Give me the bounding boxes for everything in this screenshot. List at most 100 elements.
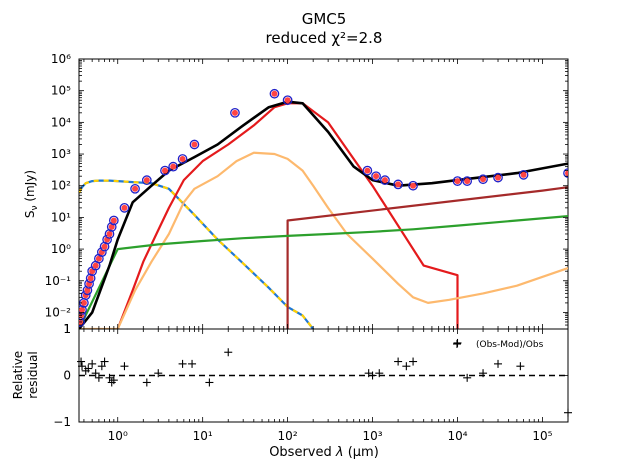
series-line-dust-emission — [79, 151, 568, 329]
residual-point — [463, 373, 472, 382]
residual-point — [120, 362, 129, 371]
x-tick-label: 10⁰ — [108, 429, 128, 443]
x-tick-label: 10² — [278, 429, 298, 443]
model-point — [364, 167, 371, 174]
model-point — [132, 185, 139, 192]
observed-point — [362, 165, 373, 176]
residual-point — [84, 364, 93, 373]
residual-point — [402, 362, 411, 371]
top-y-tick-label: 10³ — [51, 147, 71, 161]
model-point — [106, 230, 113, 237]
top-panel: 10⁻² 10⁻¹ 10⁰ 10¹ 10² 10³ 10⁴ 10⁵ 10⁶ Sν (mJy) 1 — [23, 52, 569, 336]
observed-point — [119, 203, 130, 213]
model-point — [92, 262, 99, 269]
observed-point — [380, 175, 390, 185]
residual-point — [178, 359, 187, 368]
top-panel-frame — [78, 58, 569, 330]
series-line-total-model — [79, 100, 568, 329]
observed-point — [189, 139, 200, 150]
residual-point — [91, 369, 100, 378]
series-line-stellar-attenuated — [116, 102, 459, 329]
series-line-agn-component — [286, 186, 568, 329]
top-series-group — [79, 88, 568, 329]
residual-point — [77, 357, 86, 366]
residual-point — [368, 371, 377, 380]
observed-point — [141, 175, 152, 185]
observed-point — [371, 171, 381, 182]
residual-point — [78, 362, 87, 371]
residual-point — [394, 357, 403, 366]
residual-point — [105, 373, 114, 382]
bottom-y-axis-label-line1: Relative — [11, 351, 25, 399]
model-point — [79, 306, 86, 313]
model-point — [191, 141, 198, 148]
observed-point — [160, 165, 170, 176]
residual-point — [97, 362, 106, 371]
model-point — [565, 170, 568, 177]
chart-subtitle: reduced χ²=2.8 — [266, 29, 383, 47]
residual-point — [494, 359, 503, 368]
x-axis-label: Observed λ (μm) — [269, 445, 379, 460]
model-point — [284, 97, 291, 104]
observed-point — [177, 154, 188, 164]
observed-point — [230, 107, 240, 118]
observed-point — [452, 176, 463, 186]
chart-title: GMC5 — [302, 10, 347, 28]
bottom-y-tick-label: 0 — [63, 369, 71, 383]
model-point — [454, 178, 461, 185]
observed-point — [85, 273, 96, 284]
observed-point — [408, 180, 418, 191]
residual-legend-label: (Obs-Mod)/Obs — [476, 340, 544, 350]
residual-point — [205, 378, 214, 387]
residual-point — [224, 348, 233, 357]
residual-point — [100, 357, 109, 366]
observed-point — [96, 247, 107, 257]
observed-point — [563, 168, 568, 178]
model-point — [271, 90, 278, 97]
observed-point — [104, 229, 115, 239]
top-y-axis-label: Sν (mJy) — [23, 170, 40, 218]
model-point — [464, 178, 471, 185]
top-y-floor-label: 1 — [63, 322, 71, 336]
model-point — [87, 275, 94, 282]
x-tick-label: 10³ — [363, 429, 383, 443]
residual-point — [142, 378, 151, 387]
observed-point — [108, 215, 119, 226]
model-point — [231, 109, 238, 116]
residual-legend-marker — [453, 340, 461, 348]
top-y-tick-label: 10¹ — [51, 210, 71, 224]
series-line-stellar-unattenuated — [79, 179, 315, 329]
model-point — [410, 182, 417, 189]
model-point — [161, 167, 168, 174]
top-y-tick-label: 10⁻² — [45, 305, 72, 319]
residual-point — [409, 357, 418, 366]
observed-point — [282, 95, 293, 106]
top-y-tick-label: 10⁶ — [51, 52, 71, 66]
residual-point — [564, 408, 572, 417]
model-point — [373, 173, 380, 180]
observed-point — [518, 170, 529, 180]
observed-point — [393, 179, 403, 190]
model-point — [179, 155, 186, 162]
model-point — [101, 243, 108, 250]
x-tick-label: 10¹ — [193, 429, 213, 443]
residual-legend: (Obs-Mod)/Obs — [453, 340, 544, 350]
model-point — [80, 299, 87, 306]
residual-point — [88, 359, 97, 368]
observed-point — [94, 253, 104, 264]
model-point — [110, 217, 117, 224]
model-point — [84, 287, 91, 294]
residual-point — [516, 362, 525, 371]
top-y-tick-label: 10⁰ — [51, 242, 71, 256]
model-point — [121, 204, 128, 211]
bottom-panel: −1 0 1 Relative residual (Obs-Mod)/Obs — [11, 322, 572, 429]
residual-point — [375, 369, 384, 378]
top-y-tick-label: 10⁻¹ — [45, 274, 72, 288]
model-point — [395, 181, 402, 188]
x-tick-label: 10⁴ — [447, 429, 467, 443]
observed-point — [493, 172, 503, 183]
bottom-y-ticks: −1 0 1 — [53, 322, 568, 429]
observed-point — [168, 161, 179, 172]
residual-point — [479, 369, 488, 378]
